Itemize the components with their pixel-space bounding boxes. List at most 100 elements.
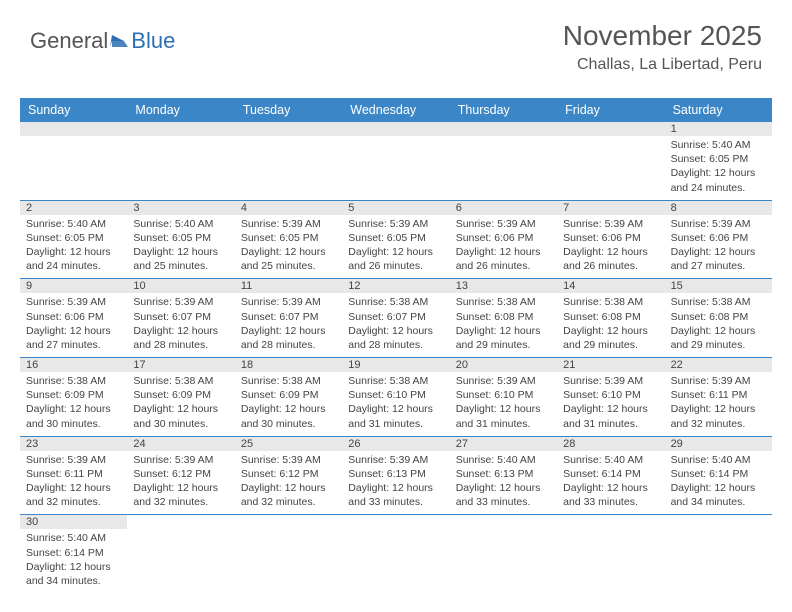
- dayname-header: Monday: [127, 98, 234, 122]
- day-number: 8: [665, 201, 772, 215]
- calendar-day-empty: [450, 515, 557, 593]
- calendar-day: 15Sunrise: 5:38 AMSunset: 6:08 PMDayligh…: [665, 279, 772, 357]
- day-number: 3: [127, 201, 234, 215]
- sunrise-line: Sunrise: 5:40 AM: [671, 138, 766, 152]
- sunset-line: Sunset: 6:05 PM: [26, 231, 121, 245]
- calendar-day: 25Sunrise: 5:39 AMSunset: 6:12 PMDayligh…: [235, 437, 342, 515]
- daylight-line: Daylight: 12 hours and 32 minutes.: [241, 481, 336, 509]
- sunrise-line: Sunrise: 5:40 AM: [671, 453, 766, 467]
- day-number-empty: [450, 122, 557, 136]
- day-number: 20: [450, 358, 557, 372]
- day-number: 14: [557, 279, 664, 293]
- daylight-line: Daylight: 12 hours and 33 minutes.: [456, 481, 551, 509]
- daylight-line: Daylight: 12 hours and 32 minutes.: [133, 481, 228, 509]
- sunrise-line: Sunrise: 5:39 AM: [348, 453, 443, 467]
- calendar-day-empty: [557, 515, 664, 593]
- daylight-line: Daylight: 12 hours and 30 minutes.: [133, 402, 228, 430]
- sunrise-line: Sunrise: 5:39 AM: [456, 374, 551, 388]
- sunset-line: Sunset: 6:06 PM: [563, 231, 658, 245]
- day-number: 5: [342, 201, 449, 215]
- day-number: 2: [20, 201, 127, 215]
- sunset-line: Sunset: 6:10 PM: [456, 388, 551, 402]
- sunset-line: Sunset: 6:13 PM: [348, 467, 443, 481]
- sunrise-line: Sunrise: 5:39 AM: [26, 453, 121, 467]
- sunset-line: Sunset: 6:08 PM: [456, 310, 551, 324]
- calendar-week: 9Sunrise: 5:39 AMSunset: 6:06 PMDaylight…: [20, 279, 772, 358]
- daylight-line: Daylight: 12 hours and 32 minutes.: [26, 481, 121, 509]
- calendar-day: 16Sunrise: 5:38 AMSunset: 6:09 PMDayligh…: [20, 358, 127, 436]
- sunrise-line: Sunrise: 5:40 AM: [456, 453, 551, 467]
- day-number: 9: [20, 279, 127, 293]
- sunset-line: Sunset: 6:09 PM: [241, 388, 336, 402]
- calendar-day: 12Sunrise: 5:38 AMSunset: 6:07 PMDayligh…: [342, 279, 449, 357]
- day-number: 13: [450, 279, 557, 293]
- calendar-week: 1Sunrise: 5:40 AMSunset: 6:05 PMDaylight…: [20, 122, 772, 201]
- calendar-day: 22Sunrise: 5:39 AMSunset: 6:11 PMDayligh…: [665, 358, 772, 436]
- daylight-line: Daylight: 12 hours and 26 minutes.: [348, 245, 443, 273]
- calendar-day: 3Sunrise: 5:40 AMSunset: 6:05 PMDaylight…: [127, 201, 234, 279]
- calendar-day: 5Sunrise: 5:39 AMSunset: 6:05 PMDaylight…: [342, 201, 449, 279]
- day-number: 25: [235, 437, 342, 451]
- day-number: 12: [342, 279, 449, 293]
- daylight-line: Daylight: 12 hours and 29 minutes.: [671, 324, 766, 352]
- daylight-line: Daylight: 12 hours and 29 minutes.: [563, 324, 658, 352]
- dayname-header: Sunday: [20, 98, 127, 122]
- day-number: 4: [235, 201, 342, 215]
- calendar-day: 17Sunrise: 5:38 AMSunset: 6:09 PMDayligh…: [127, 358, 234, 436]
- calendar-day: 21Sunrise: 5:39 AMSunset: 6:10 PMDayligh…: [557, 358, 664, 436]
- dayname-header: Wednesday: [342, 98, 449, 122]
- daylight-line: Daylight: 12 hours and 32 minutes.: [671, 402, 766, 430]
- calendar-day: 27Sunrise: 5:40 AMSunset: 6:13 PMDayligh…: [450, 437, 557, 515]
- calendar-week: 23Sunrise: 5:39 AMSunset: 6:11 PMDayligh…: [20, 437, 772, 516]
- day-number: 6: [450, 201, 557, 215]
- day-number: 10: [127, 279, 234, 293]
- daylight-line: Daylight: 12 hours and 24 minutes.: [26, 245, 121, 273]
- daylight-line: Daylight: 12 hours and 31 minutes.: [563, 402, 658, 430]
- calendar-day: 6Sunrise: 5:39 AMSunset: 6:06 PMDaylight…: [450, 201, 557, 279]
- day-number-empty: [557, 122, 664, 136]
- sunset-line: Sunset: 6:08 PM: [563, 310, 658, 324]
- calendar-week: 2Sunrise: 5:40 AMSunset: 6:05 PMDaylight…: [20, 201, 772, 280]
- daylight-line: Daylight: 12 hours and 28 minutes.: [348, 324, 443, 352]
- sunset-line: Sunset: 6:07 PM: [348, 310, 443, 324]
- sunrise-line: Sunrise: 5:38 AM: [241, 374, 336, 388]
- calendar-day-empty: [557, 122, 664, 200]
- daylight-line: Daylight: 12 hours and 30 minutes.: [26, 402, 121, 430]
- calendar-day: 23Sunrise: 5:39 AMSunset: 6:11 PMDayligh…: [20, 437, 127, 515]
- calendar-day: 18Sunrise: 5:38 AMSunset: 6:09 PMDayligh…: [235, 358, 342, 436]
- sunset-line: Sunset: 6:05 PM: [241, 231, 336, 245]
- sunrise-line: Sunrise: 5:39 AM: [456, 217, 551, 231]
- calendar-day: 8Sunrise: 5:39 AMSunset: 6:06 PMDaylight…: [665, 201, 772, 279]
- sunset-line: Sunset: 6:05 PM: [133, 231, 228, 245]
- calendar-day: 28Sunrise: 5:40 AMSunset: 6:14 PMDayligh…: [557, 437, 664, 515]
- calendar-day: 1Sunrise: 5:40 AMSunset: 6:05 PMDaylight…: [665, 122, 772, 200]
- sunrise-line: Sunrise: 5:39 AM: [671, 217, 766, 231]
- daylight-line: Daylight: 12 hours and 29 minutes.: [456, 324, 551, 352]
- daylight-line: Daylight: 12 hours and 31 minutes.: [456, 402, 551, 430]
- calendar-day-empty: [342, 515, 449, 593]
- day-number: 28: [557, 437, 664, 451]
- daylight-line: Daylight: 12 hours and 27 minutes.: [26, 324, 121, 352]
- sunset-line: Sunset: 6:08 PM: [671, 310, 766, 324]
- daylight-line: Daylight: 12 hours and 31 minutes.: [348, 402, 443, 430]
- sunset-line: Sunset: 6:11 PM: [26, 467, 121, 481]
- calendar-week: 30Sunrise: 5:40 AMSunset: 6:14 PMDayligh…: [20, 515, 772, 593]
- calendar-day: 20 Sunrise: 5:39 AMSunset: 6:10 PMDayligh…: [450, 358, 557, 436]
- sunrise-line: Sunrise: 5:40 AM: [133, 217, 228, 231]
- calendar-day: 7Sunrise: 5:39 AMSunset: 6:06 PMDaylight…: [557, 201, 664, 279]
- sunrise-line: Sunrise: 5:39 AM: [241, 295, 336, 309]
- day-number: 7: [557, 201, 664, 215]
- dayname-header: Tuesday: [235, 98, 342, 122]
- sunset-line: Sunset: 6:06 PM: [671, 231, 766, 245]
- sunrise-line: Sunrise: 5:38 AM: [563, 295, 658, 309]
- calendar-day: 26Sunrise: 5:39 AMSunset: 6:13 PMDayligh…: [342, 437, 449, 515]
- daylight-line: Daylight: 12 hours and 24 minutes.: [671, 166, 766, 194]
- sunset-line: Sunset: 6:09 PM: [133, 388, 228, 402]
- dayname-header: Saturday: [665, 98, 772, 122]
- sunrise-line: Sunrise: 5:40 AM: [26, 531, 121, 545]
- sunrise-line: Sunrise: 5:39 AM: [133, 295, 228, 309]
- calendar-day: 30Sunrise: 5:40 AMSunset: 6:14 PMDayligh…: [20, 515, 127, 593]
- logo-flag-icon: [110, 33, 130, 49]
- calendar-day: 10Sunrise: 5:39 AMSunset: 6:07 PMDayligh…: [127, 279, 234, 357]
- day-number: 19: [342, 358, 449, 372]
